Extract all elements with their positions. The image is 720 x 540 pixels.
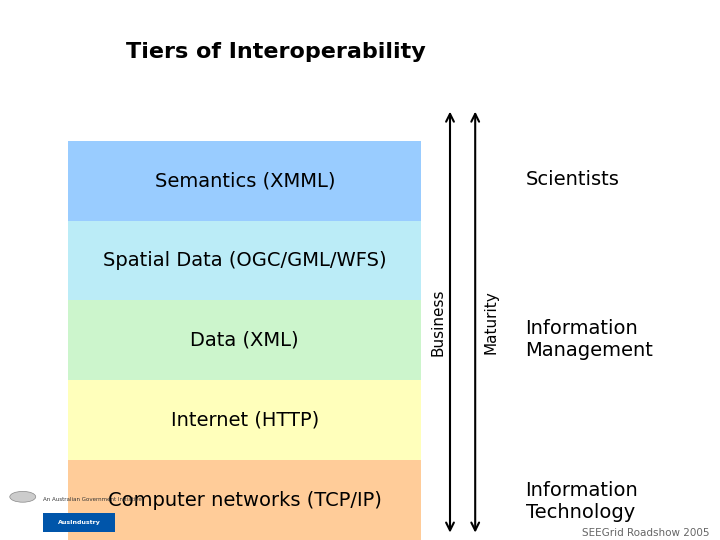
Text: Maturity: Maturity (484, 290, 498, 354)
FancyBboxPatch shape (43, 513, 114, 532)
Text: Spatial Data (OGC/GML/WFS): Spatial Data (OGC/GML/WFS) (103, 251, 387, 270)
Text: Tiers of Interoperability: Tiers of Interoperability (126, 42, 426, 62)
FancyBboxPatch shape (68, 141, 421, 221)
Circle shape (10, 491, 36, 502)
Text: SEEGrid Roadshow 2005: SEEGrid Roadshow 2005 (582, 528, 709, 538)
Text: An Australian Government Initiative:: An Australian Government Initiative: (43, 497, 144, 502)
Text: Information
Technology: Information Technology (526, 481, 639, 522)
Text: Data (XML): Data (XML) (191, 331, 299, 350)
FancyBboxPatch shape (68, 380, 421, 460)
Text: Internet (HTTP): Internet (HTTP) (171, 411, 319, 430)
Text: Semantics (XMML): Semantics (XMML) (155, 171, 335, 190)
FancyBboxPatch shape (68, 221, 421, 300)
Text: Business: Business (431, 288, 446, 356)
Text: Scientists: Scientists (526, 170, 619, 189)
FancyBboxPatch shape (68, 460, 421, 540)
Text: AusIndustry: AusIndustry (58, 520, 101, 525)
Text: Computer networks (TCP/IP): Computer networks (TCP/IP) (108, 490, 382, 510)
Text: Information
Management: Information Management (526, 319, 654, 360)
FancyBboxPatch shape (68, 300, 421, 380)
